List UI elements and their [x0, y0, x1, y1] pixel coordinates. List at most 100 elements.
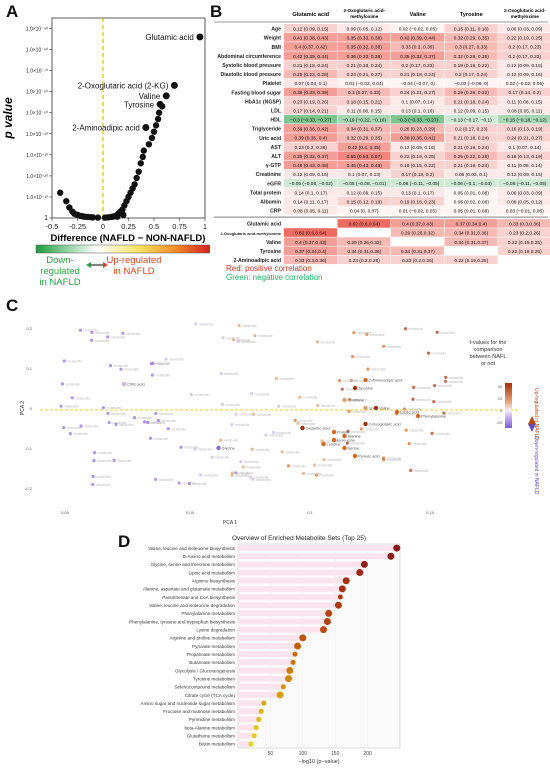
metabolite-point — [219, 438, 223, 442]
metabolite-point — [402, 407, 407, 411]
metabolite-point — [382, 344, 386, 348]
cell-value: 0.34 (0.31,0.37) — [454, 240, 488, 246]
table-cell — [498, 169, 550, 179]
data-point — [114, 213, 121, 220]
row-label: Platelet — [263, 81, 282, 87]
cell-value: 0.21 (0.18, 0.24) — [454, 145, 490, 151]
metabolite-point — [106, 411, 110, 415]
metabolite-label: metabolite — [171, 427, 186, 431]
metabolite-point — [150, 373, 154, 377]
enrichment-point — [276, 691, 284, 699]
cell-value: 0.12 (0.09, 0.16) — [400, 145, 436, 151]
cell-value: −0.06 (−0.1, −0.03) — [451, 181, 492, 187]
table-cell — [391, 255, 444, 265]
metabolite-point — [114, 422, 118, 427]
row-label: 2-Aminoadipic acid — [233, 258, 281, 264]
metabolite-label: metabolite — [370, 333, 385, 337]
metabolite-point — [337, 379, 342, 383]
table-cell — [391, 187, 444, 197]
metabolite-label: metabolite — [447, 412, 462, 416]
enrichment-point — [334, 601, 342, 609]
cell-value: 0.23 (0.2, 0.26) — [294, 145, 327, 151]
table-cell — [337, 187, 391, 197]
colorbar-tick: 20 — [498, 396, 503, 401]
metabolite-label: metabolite — [400, 412, 415, 416]
category-label: Arginine and proline metabolism — [169, 636, 235, 641]
metabolite-label: metabolite — [111, 335, 126, 339]
enrichment-point — [325, 609, 333, 617]
table-cell — [444, 78, 498, 88]
metabolite-label: metabolite — [111, 412, 126, 416]
named-point-label: Urea — [369, 406, 378, 411]
metabolite-label: metabolite — [241, 340, 256, 344]
cell-value: −0.3 (−0.33, −0.27) — [290, 118, 331, 124]
cell-value: 0.03 (−0.01, 0.06) — [506, 209, 544, 215]
labelled-point — [170, 81, 178, 89]
named-point-label: Glycine — [222, 446, 236, 451]
metabolite-point — [179, 445, 183, 449]
table-cell — [444, 206, 498, 215]
table-cell — [284, 196, 337, 206]
metabolite-label: metabolite — [387, 345, 402, 349]
metabolite-point — [277, 404, 281, 408]
cell-value: 0.04 (0, 0.07) — [350, 209, 379, 215]
cell-value: 0.1 (0.07, 0.14) — [401, 99, 434, 105]
table-cell — [498, 124, 550, 133]
table-cell — [444, 228, 498, 237]
metabolite-label: metabolite — [318, 464, 333, 468]
table-cell — [498, 228, 550, 237]
named-point-label: Glutamic acid — [306, 426, 330, 431]
data-point — [133, 174, 140, 182]
metabolite-label: metabolite — [412, 442, 427, 446]
cell-value: 0.33 (0.3,0.36) — [509, 222, 541, 228]
cell-value: −0.04 (−0.07, 0) — [401, 81, 436, 87]
category-label: Amino sugar and nucleotide sugar metabol… — [141, 701, 236, 706]
cell-value: 0.08 (0.05, 0.12) — [507, 199, 543, 205]
metabolite-point — [59, 404, 63, 408]
metabolite-point — [70, 396, 74, 400]
cell-value: 0.21 (0.18, 0.24) — [454, 136, 490, 142]
bar-glow — [238, 667, 290, 674]
metabolite-point — [348, 397, 352, 402]
y-axis-label: PCA 2 — [20, 401, 26, 415]
cell-value: 0.01 (−0.02, 0.04) — [345, 81, 383, 87]
enrichment-point — [337, 594, 343, 600]
metabolite-label: metabolite — [239, 413, 254, 417]
metabolite-label: metabolite — [161, 419, 176, 423]
metabolite-label: metabolite — [285, 450, 300, 454]
table-cell — [337, 151, 391, 160]
metabolite-point — [351, 354, 355, 359]
y-tick-label: 1.0×10⁻⁷⁰ — [26, 69, 48, 75]
table-cell — [444, 246, 498, 255]
metabolite-point — [112, 458, 116, 462]
correlation-table: Glutamic acid 2-Oxoglutaric acid-methylox… — [214, 8, 550, 265]
metabolite-label: metabolite — [319, 474, 334, 478]
table-cell — [284, 151, 337, 160]
named-point — [415, 413, 421, 419]
named-point — [342, 397, 347, 403]
named-point — [352, 385, 358, 391]
metabolite-point — [359, 427, 363, 431]
table-cell — [498, 69, 550, 79]
enrichment-point — [248, 741, 254, 747]
table-cell — [391, 228, 444, 237]
cell-value: 0.36 (0.33, 0.39) — [293, 90, 329, 96]
data-point — [63, 197, 70, 205]
table-cell — [391, 246, 444, 255]
table-cell — [498, 78, 550, 88]
cell-value: 0.18 (0.15, 0.22) — [400, 163, 436, 169]
table-cell — [284, 124, 337, 133]
cell-value: 0.2 (0.17, 0.23) — [508, 54, 541, 60]
metabolite-label: metabolite — [345, 388, 360, 392]
metabolite-point — [340, 387, 344, 391]
cell-value: 0.2 (0.17, 0.23) — [455, 127, 488, 133]
metabolite-label: metabolite — [224, 439, 239, 443]
table-cell — [284, 51, 337, 60]
metabolite-label: metabolite — [242, 324, 257, 328]
row-label: AST — [271, 145, 282, 151]
metabolite-point — [219, 372, 223, 376]
table-cell — [391, 151, 444, 160]
metabolite-point — [444, 375, 448, 379]
metabolite-label: metabolite — [235, 423, 250, 427]
named-point-label: Tyrosine — [358, 386, 374, 391]
